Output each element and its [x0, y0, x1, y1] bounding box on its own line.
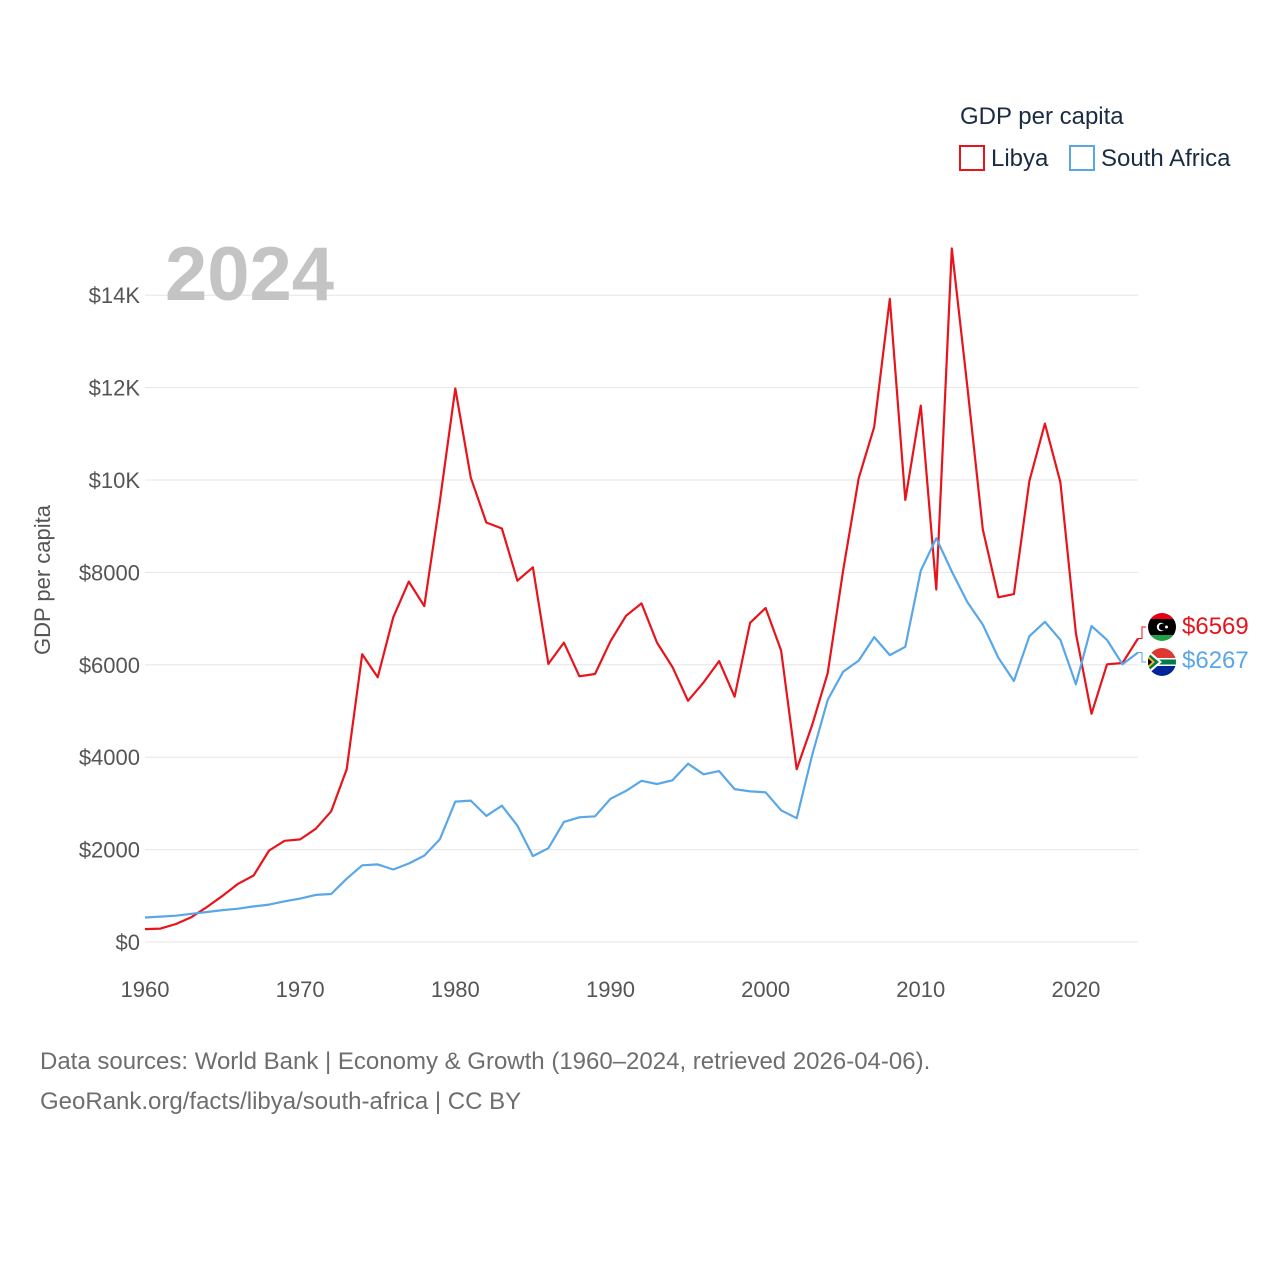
y-tick-label-12000: $12K — [89, 376, 141, 401]
legend-label-south-africa: South Africa — [1101, 145, 1231, 172]
y-tick-label-4000: $4000 — [79, 745, 140, 770]
y-axis-ticks: $0 $2000 $4000 $6000 $8000 $10K $12K $14K — [79, 283, 141, 955]
x-tick-label-1980: 1980 — [431, 977, 480, 1002]
x-tick-label-2020: 2020 — [1051, 977, 1100, 1002]
south-africa-flag-icon — [1148, 648, 1176, 676]
footer: Data sources: World Bank | Economy & Gro… — [40, 1042, 930, 1122]
end-connector-libya — [1138, 626, 1146, 640]
year-label: 2024 — [165, 232, 334, 317]
legend-label-libya: Libya — [991, 145, 1049, 172]
y-tick-label-8000: $8000 — [79, 560, 140, 585]
x-tick-label-1990: 1990 — [586, 977, 635, 1002]
x-tick-label-2010: 2010 — [896, 977, 945, 1002]
footer-link[interactable]: GeoRank.org/facts/libya/south-africa | C… — [40, 1088, 522, 1115]
end-value-libya: $6569 — [1182, 613, 1249, 640]
series-lines — [144, 247, 1139, 931]
x-tick-label-1970: 1970 — [276, 977, 325, 1002]
legend-swatch-south-africa — [1069, 145, 1095, 171]
x-axis-ticks: 1960 1970 1980 1990 2000 2010 2020 — [121, 977, 1101, 1002]
libya-flag-icon — [1148, 613, 1176, 641]
x-tick-label-2000: 2000 — [741, 977, 790, 1002]
legend: GDP per capita Libya South Africa — [959, 103, 1231, 172]
y-tick-label-6000: $6000 — [79, 653, 140, 678]
y-axis-label: GDP per capita — [30, 504, 55, 655]
series-line-libya — [144, 247, 1139, 931]
gridlines — [145, 294, 1138, 943]
y-tick-label-2000: $2000 — [79, 838, 140, 863]
legend-swatch-libya — [959, 145, 985, 171]
series-line-south-africa — [144, 537, 1139, 919]
y-tick-label-10000: $10K — [89, 468, 141, 493]
end-value-south-africa: $6267 — [1182, 647, 1249, 674]
end-connector-south-africa — [1138, 651, 1146, 663]
y-tick-label-0: $0 — [116, 930, 140, 955]
legend-title: GDP per capita — [960, 103, 1124, 130]
y-tick-label-14000: $14K — [89, 283, 141, 308]
footer-sources: Data sources: World Bank | Economy & Gro… — [40, 1048, 931, 1075]
x-tick-label-1960: 1960 — [121, 977, 170, 1002]
